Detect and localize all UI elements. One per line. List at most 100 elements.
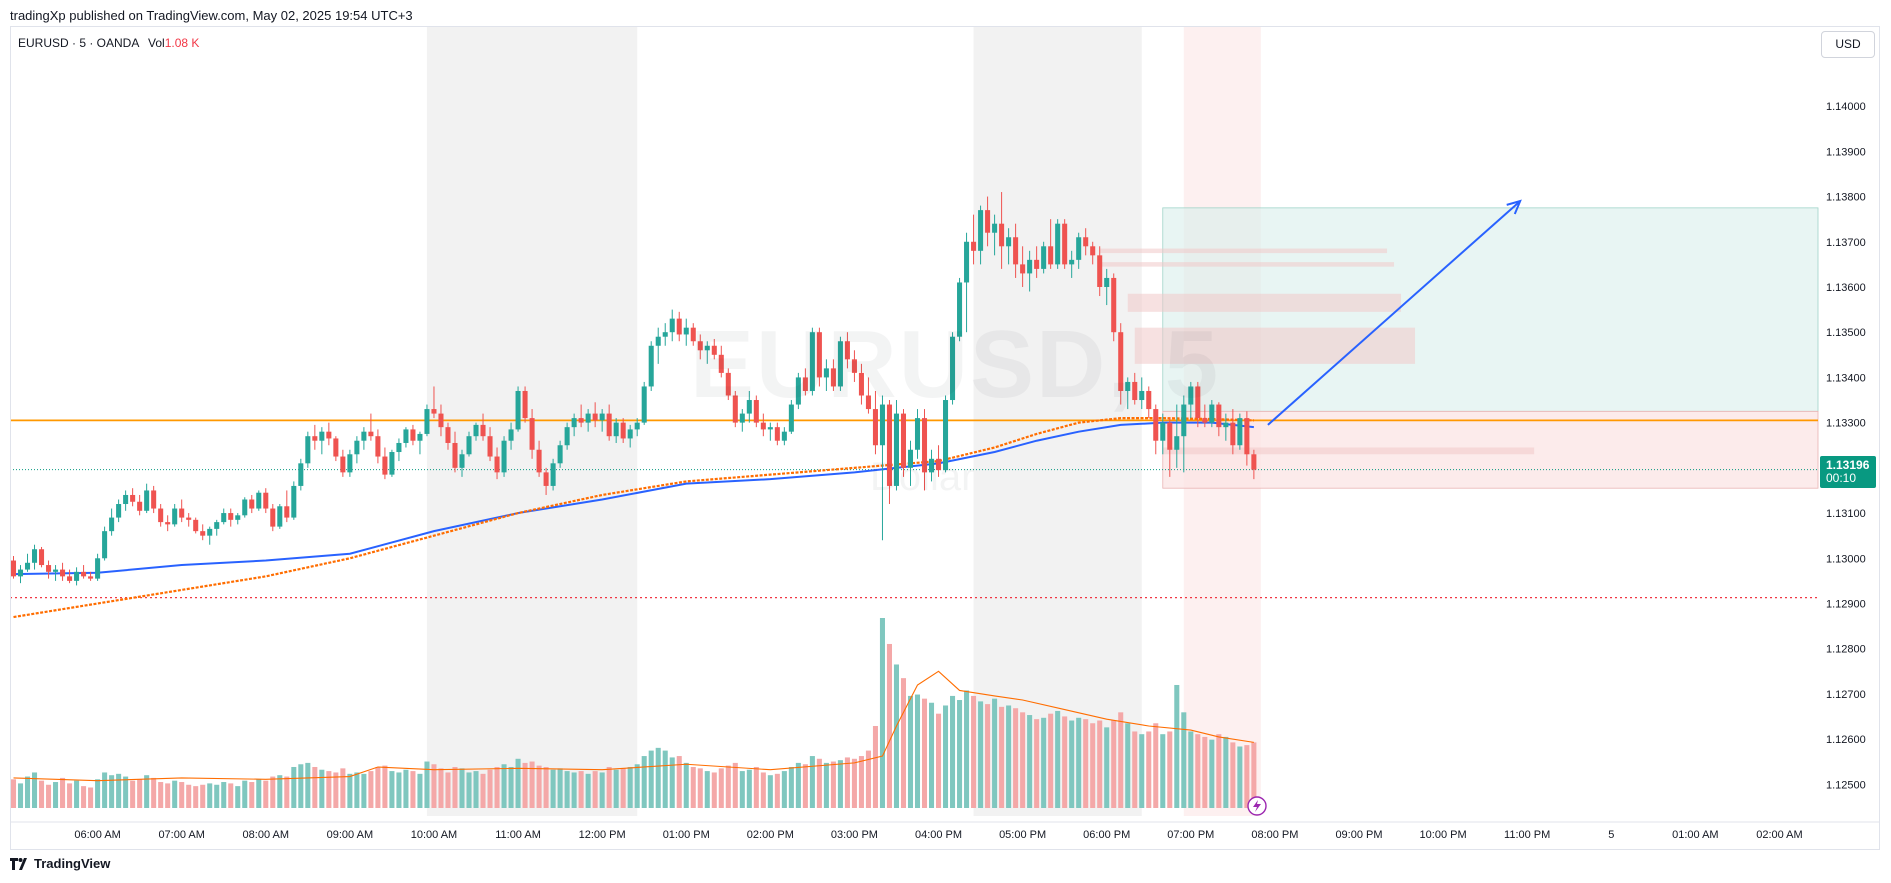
volume-bar	[95, 779, 101, 808]
candle	[158, 504, 164, 527]
volume-bar	[1216, 734, 1222, 808]
candle	[1097, 246, 1103, 297]
candle	[347, 449, 353, 477]
candle	[305, 431, 311, 468]
candle-body	[179, 508, 185, 518]
candle	[165, 515, 171, 532]
candle	[67, 569, 73, 584]
candle	[634, 418, 640, 437]
volume-bar	[396, 772, 402, 808]
volume-bar	[1055, 710, 1061, 808]
volume-bar	[774, 773, 780, 808]
candle	[1104, 268, 1110, 306]
candle	[760, 413, 766, 437]
volume-bar	[809, 756, 815, 808]
volume-bar	[200, 784, 206, 808]
candle-body	[515, 390, 521, 430]
candle	[992, 214, 998, 256]
candle-body	[144, 490, 150, 511]
tradingview-logo[interactable]: TradingView	[10, 856, 110, 871]
time-tick-label: 02:00 PM	[747, 829, 794, 841]
candle	[172, 504, 178, 527]
supply-zone	[1099, 262, 1395, 267]
candle	[1202, 404, 1208, 428]
price-tick-label: 1.13600	[1826, 282, 1866, 294]
volume-bar	[452, 766, 458, 808]
candle	[788, 400, 794, 434]
candle-body	[480, 424, 486, 437]
candle	[985, 196, 991, 247]
candle	[1062, 219, 1068, 269]
candle	[291, 481, 297, 520]
volume-bar	[627, 766, 633, 808]
volume-bar	[718, 768, 724, 808]
candle	[417, 431, 423, 455]
candle-body	[116, 504, 122, 518]
candle	[971, 214, 977, 265]
candle-body	[151, 490, 157, 509]
candle	[1160, 413, 1166, 455]
volume-bar	[767, 775, 773, 808]
volume-bar	[438, 768, 444, 808]
candle	[564, 422, 570, 450]
candle-body	[1188, 386, 1194, 405]
candle	[536, 440, 542, 477]
candle	[823, 359, 829, 391]
candle	[326, 422, 332, 446]
candle-body	[907, 449, 914, 468]
candle-body	[368, 431, 374, 437]
candle	[522, 386, 528, 423]
candle	[851, 350, 857, 382]
volume-bar	[543, 766, 549, 808]
volume-bar	[1209, 739, 1215, 808]
candle-body	[774, 427, 780, 441]
candle-body	[130, 494, 136, 502]
volume-bar	[291, 766, 297, 808]
candle	[1195, 381, 1201, 428]
candle-body	[137, 501, 143, 511]
volume-bar	[957, 700, 963, 808]
volume-bar	[585, 773, 591, 808]
volume-bar	[494, 766, 500, 808]
time-tick-label: 11:00 PM	[1504, 829, 1550, 841]
candle	[46, 560, 52, 579]
candle-body	[648, 345, 654, 387]
candle-body	[1048, 246, 1054, 265]
candle-body	[1090, 246, 1096, 256]
candle	[1167, 418, 1173, 477]
volume-bar	[256, 779, 262, 808]
symbol-name[interactable]: EURUSD · 5 · OANDA	[18, 36, 139, 50]
volume-bar	[1111, 720, 1117, 808]
candle	[277, 504, 283, 529]
candle	[1090, 241, 1096, 265]
currency-button[interactable]: USD	[1821, 31, 1875, 58]
volume-bar	[361, 773, 367, 808]
volume-bar	[368, 771, 374, 808]
candle	[396, 438, 402, 462]
candle	[361, 427, 367, 450]
candle-body	[676, 318, 682, 335]
volume-bar	[781, 771, 787, 808]
candle	[830, 359, 836, 391]
volume-bar	[522, 762, 528, 808]
candle-body	[1195, 386, 1201, 419]
candle-body	[32, 549, 38, 563]
volume-bar	[830, 761, 836, 808]
volume-bar	[1048, 713, 1054, 808]
candle	[263, 488, 269, 514]
volume-bar	[165, 783, 171, 808]
candle	[886, 400, 892, 505]
candle	[515, 386, 521, 432]
volume-bar	[578, 771, 584, 808]
volume-bar	[865, 750, 871, 808]
candle	[999, 192, 1005, 269]
candle-body	[921, 418, 928, 473]
candle	[725, 368, 731, 401]
volume-bar	[662, 750, 668, 808]
candle-body	[914, 418, 921, 450]
candle-body	[1167, 422, 1173, 450]
volume-bar	[964, 690, 970, 808]
candle-body	[396, 442, 402, 453]
volume-bar	[971, 695, 977, 808]
